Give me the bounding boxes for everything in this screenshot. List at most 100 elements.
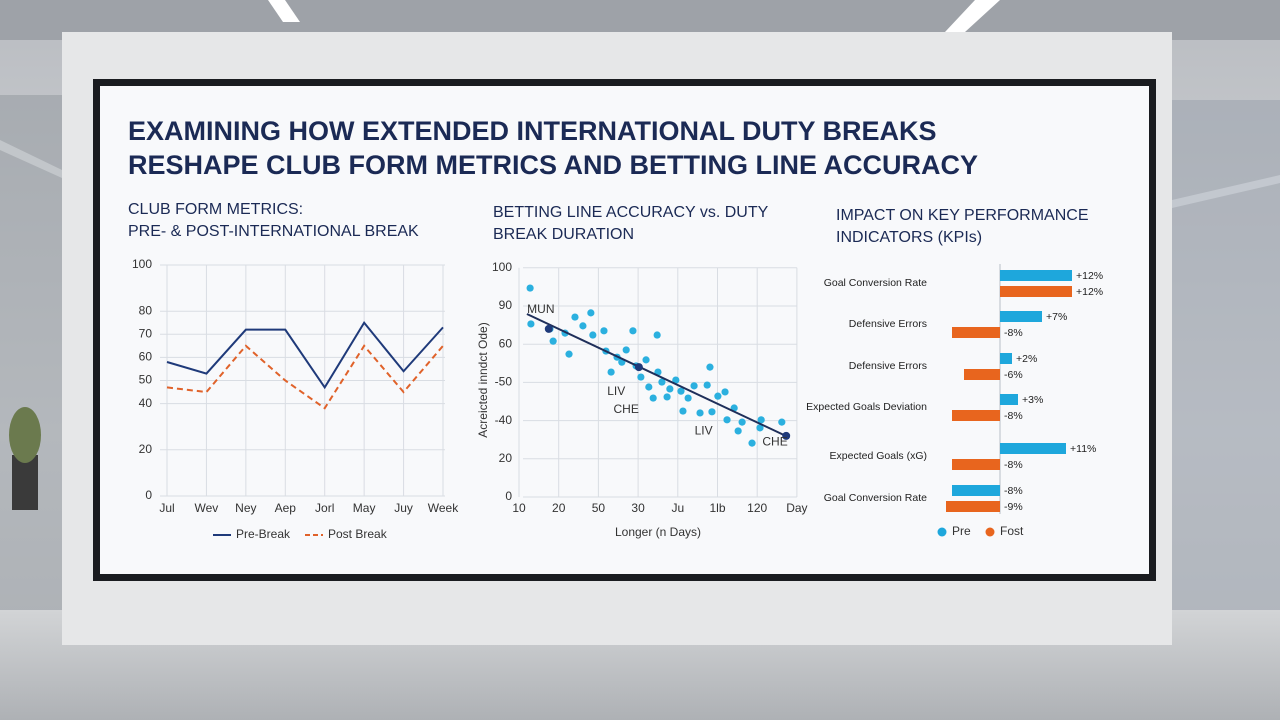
x-tick-label: May bbox=[353, 501, 376, 515]
scatter-point bbox=[672, 376, 680, 384]
bar bbox=[1000, 286, 1072, 297]
scatter-point bbox=[679, 407, 687, 415]
bar bbox=[1000, 311, 1042, 322]
chart-title: INDICATORS (KPIs) bbox=[836, 229, 982, 246]
x-tick-label: 120 bbox=[747, 501, 767, 515]
y-tick-label: 60 bbox=[139, 350, 153, 364]
scatter-point bbox=[778, 418, 786, 426]
legend-label: Pre bbox=[952, 524, 971, 538]
bar bbox=[952, 485, 1000, 496]
x-tick-label: 1lb bbox=[709, 501, 725, 515]
scatter-point bbox=[714, 392, 722, 400]
y-tick-label: 60 bbox=[499, 336, 513, 350]
annotation: LIV bbox=[695, 423, 713, 437]
value-label: +3% bbox=[1022, 394, 1043, 406]
category-label: Expected Goals Deviation bbox=[806, 401, 927, 413]
scatter-point bbox=[527, 320, 535, 328]
scatter-point bbox=[622, 346, 630, 354]
bar bbox=[952, 459, 1000, 470]
chart-title: BREAK DURATION bbox=[493, 226, 634, 243]
highlight-point bbox=[634, 363, 643, 372]
category-label: Defensive Errors bbox=[849, 360, 927, 372]
scatter-point bbox=[565, 350, 573, 358]
scatter-point bbox=[653, 331, 661, 339]
main-title: EXAMINING HOW EXTENDED INTERNATIONAL DUT… bbox=[128, 116, 937, 146]
y-tick-label: 40 bbox=[139, 396, 153, 410]
y-tick-label: 0 bbox=[145, 488, 152, 502]
bar bbox=[964, 369, 1000, 380]
scatter-point bbox=[589, 331, 597, 339]
value-label: -8% bbox=[1004, 459, 1023, 471]
bar bbox=[1000, 353, 1012, 364]
category-label: Goal Conversion Rate bbox=[824, 277, 927, 289]
value-label: +11% bbox=[1070, 443, 1096, 455]
scatter-point bbox=[684, 394, 692, 402]
bar bbox=[946, 501, 1000, 512]
category-label: Defensive Errors bbox=[849, 318, 927, 330]
scatter-point bbox=[587, 309, 595, 317]
value-label: +12% bbox=[1076, 286, 1103, 298]
annotation: LIV bbox=[607, 384, 625, 398]
y-tick-label: 90 bbox=[499, 298, 513, 312]
x-tick-label: 20 bbox=[552, 501, 566, 515]
x-axis-label: Longer (n Days) bbox=[615, 525, 701, 539]
highlight-point bbox=[544, 324, 553, 333]
annotation: CHE bbox=[614, 402, 639, 416]
y-tick-label: 100 bbox=[492, 260, 512, 274]
scatter-point bbox=[666, 385, 674, 393]
legend-swatch bbox=[985, 527, 995, 537]
ceiling-light bbox=[945, 0, 1000, 32]
glass-wall bbox=[0, 95, 62, 610]
y-tick-label: 70 bbox=[139, 326, 153, 340]
x-tick-label: Week bbox=[428, 501, 459, 515]
scatter-point bbox=[723, 416, 731, 424]
bar bbox=[952, 410, 1000, 421]
y-tick-label: 100 bbox=[132, 257, 152, 271]
scatter-point bbox=[571, 313, 579, 321]
y-tick-label: -50 bbox=[495, 375, 513, 389]
chart-title: IMPACT ON KEY PERFORMANCE bbox=[836, 207, 1088, 224]
legend-swatch bbox=[937, 527, 947, 537]
line-series bbox=[166, 344, 444, 410]
y-tick-label: 20 bbox=[139, 442, 153, 456]
scatter-point bbox=[748, 439, 756, 447]
scatter-point bbox=[642, 356, 650, 364]
y-tick-label: 20 bbox=[499, 451, 513, 465]
scatter-point bbox=[526, 284, 534, 292]
scatter-point bbox=[649, 394, 657, 402]
value-label: -9% bbox=[1004, 501, 1023, 513]
main-title: RESHAPE CLUB FORM METRICS AND BETTING LI… bbox=[128, 150, 978, 180]
scatter-point bbox=[637, 373, 645, 381]
x-tick-label: 30 bbox=[631, 501, 645, 515]
category-label: Goal Conversion Rate bbox=[824, 492, 927, 504]
scatter-point bbox=[734, 427, 742, 435]
scatter-point bbox=[658, 378, 666, 386]
value-label: -8% bbox=[1004, 327, 1023, 339]
scatter-point bbox=[663, 393, 671, 401]
x-tick-label: Day bbox=[786, 501, 807, 515]
x-tick-label: Jorl bbox=[315, 501, 334, 515]
x-tick-label: Ney bbox=[235, 501, 256, 515]
y-tick-label: -40 bbox=[495, 413, 513, 427]
highlight-point bbox=[782, 431, 791, 440]
scatter-point bbox=[721, 388, 729, 396]
scatter-point bbox=[607, 368, 615, 376]
bar bbox=[1000, 443, 1066, 454]
chart-title: PRE- & POST-INTERNATIONAL BREAK bbox=[128, 223, 419, 240]
y-axis-label: Acreicted inndct Ode) bbox=[476, 322, 490, 437]
trendline bbox=[526, 313, 789, 438]
value-label: -8% bbox=[1004, 410, 1023, 422]
x-tick-label: Jul bbox=[159, 501, 174, 515]
scatter-point bbox=[706, 363, 714, 371]
plant-pot bbox=[12, 455, 38, 510]
scatter-point bbox=[708, 408, 716, 416]
scatter-point bbox=[738, 418, 746, 426]
value-label: +12% bbox=[1076, 270, 1103, 282]
value-label: -6% bbox=[1004, 369, 1023, 381]
chart-title: CLUB FORM METRICS: bbox=[128, 201, 303, 218]
x-tick-label: 10 bbox=[512, 501, 526, 515]
scatter-point bbox=[579, 322, 587, 330]
ceiling-light bbox=[268, 0, 300, 22]
glass-wall bbox=[1172, 100, 1280, 610]
